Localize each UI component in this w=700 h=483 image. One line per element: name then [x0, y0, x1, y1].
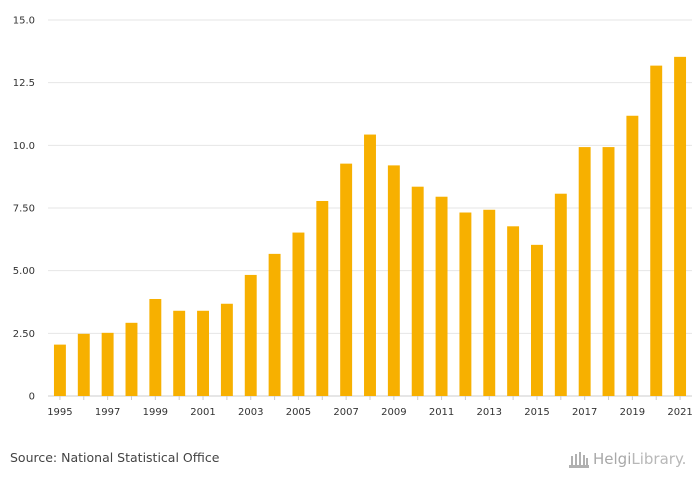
bar-chart: 0 2.50 5.00 7.50 10.0 12.5 15.0 1995 1997 1999 200…: [13, 16, 693, 419]
bar-2001[interactable]: [197, 310, 209, 396]
bar-2021[interactable]: [674, 56, 687, 397]
x-tick-label: 2013: [477, 407, 502, 418]
bar-2011[interactable]: [435, 196, 448, 396]
bar-2006[interactable]: [316, 200, 329, 396]
y-tick-label: 15.0: [13, 16, 35, 27]
x-tick-label: 2005: [286, 407, 311, 418]
bar-2018[interactable]: [602, 147, 615, 396]
bar-1999[interactable]: [149, 298, 162, 396]
bar-2019[interactable]: [626, 115, 639, 396]
x-tick-label: 2017: [572, 407, 597, 418]
bar-2014[interactable]: [507, 226, 520, 396]
x-tick-label: 1999: [143, 407, 168, 418]
bar-1996[interactable]: [77, 333, 90, 396]
bar-2016[interactable]: [554, 193, 567, 396]
bar-2000[interactable]: [173, 310, 186, 396]
x-tick-label: 1997: [95, 407, 120, 418]
helgilibrary-logo[interactable]: Helgi Library.: [568, 448, 686, 470]
bar-2003[interactable]: [244, 274, 257, 396]
y-tick-label: 0: [29, 392, 35, 403]
bar-1995[interactable]: [53, 344, 66, 396]
x-tick-label: 1995: [47, 407, 72, 418]
x-tick-label: 2001: [190, 407, 215, 418]
bar-2005[interactable]: [292, 232, 305, 396]
logo-text-library: Library.: [631, 450, 687, 468]
x-tick-label: 2021: [667, 407, 692, 418]
bar-2008[interactable]: [364, 134, 376, 396]
x-tick-label: 2015: [524, 407, 549, 418]
bar-2020[interactable]: [650, 65, 663, 396]
logo-text-helgi: Helgi: [593, 450, 632, 468]
y-tick-label: 7.50: [13, 204, 35, 215]
x-tick-label: 2003: [238, 407, 263, 418]
x-tick-label: 2009: [381, 407, 406, 418]
y-tick-label: 5.00: [13, 266, 35, 277]
bar-2009[interactable]: [387, 165, 400, 396]
bar-2012[interactable]: [459, 212, 472, 396]
bar-2010[interactable]: [411, 186, 424, 396]
source-note: Source: National Statistical Office: [10, 450, 220, 465]
bar-2015[interactable]: [531, 244, 543, 396]
bar-1998[interactable]: [125, 322, 138, 396]
bar-1997[interactable]: [101, 332, 114, 396]
bar-2013[interactable]: [483, 209, 496, 396]
bar-2002[interactable]: [220, 303, 233, 396]
y-tick-label: 10.0: [13, 141, 35, 152]
bar-2007[interactable]: [340, 163, 353, 396]
x-tick-label: 2011: [429, 407, 454, 418]
y-tick-label: 2.50: [13, 329, 35, 340]
x-tick-label: 2007: [333, 407, 358, 418]
library-building-icon: [569, 452, 589, 468]
bar-2017[interactable]: [578, 147, 591, 396]
y-tick-label: 12.5: [13, 78, 35, 89]
bar-2004[interactable]: [268, 253, 281, 396]
x-tick-label: 2019: [620, 407, 645, 418]
